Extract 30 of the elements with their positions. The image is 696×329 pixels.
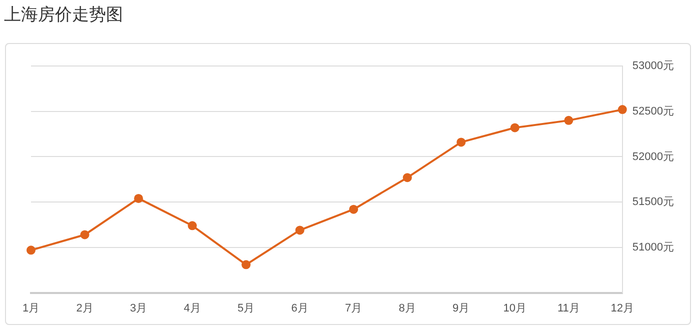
x-tick-label: 7月 [345, 302, 362, 314]
y-tick-label: 51000元 [632, 241, 674, 254]
point [349, 204, 358, 214]
x-tick-label: 9月 [452, 302, 470, 314]
point [188, 221, 197, 230]
x-tick-label: 5月 [237, 302, 255, 314]
y-tick-label: 52000元 [632, 150, 674, 163]
x-tick-label: 8月 [398, 302, 416, 314]
point [242, 260, 251, 270]
x-tick-label: 4月 [184, 302, 201, 314]
x-tick-label: 1月 [22, 302, 40, 314]
point [456, 138, 466, 147]
y-tick-label: 53000元 [632, 60, 674, 72]
x-tick-label: 2月 [76, 302, 94, 314]
x-tick-label: 11月 [557, 302, 580, 314]
point [402, 173, 412, 182]
point [134, 194, 144, 203]
y-tick-label: 52500元 [632, 105, 674, 118]
point [510, 123, 520, 132]
x-tick-label: 3月 [130, 302, 148, 314]
point [564, 116, 574, 125]
x-tick-label: 10月 [503, 302, 527, 314]
point [295, 226, 304, 235]
x-tick-label: 6月 [291, 302, 308, 314]
point [618, 105, 627, 114]
point [80, 230, 90, 240]
point [26, 246, 36, 255]
x-tick-label: 12月 [610, 302, 634, 314]
chart-title: 上海房价走势图 [4, 4, 123, 26]
y-tick-label: 51500元 [632, 196, 674, 208]
